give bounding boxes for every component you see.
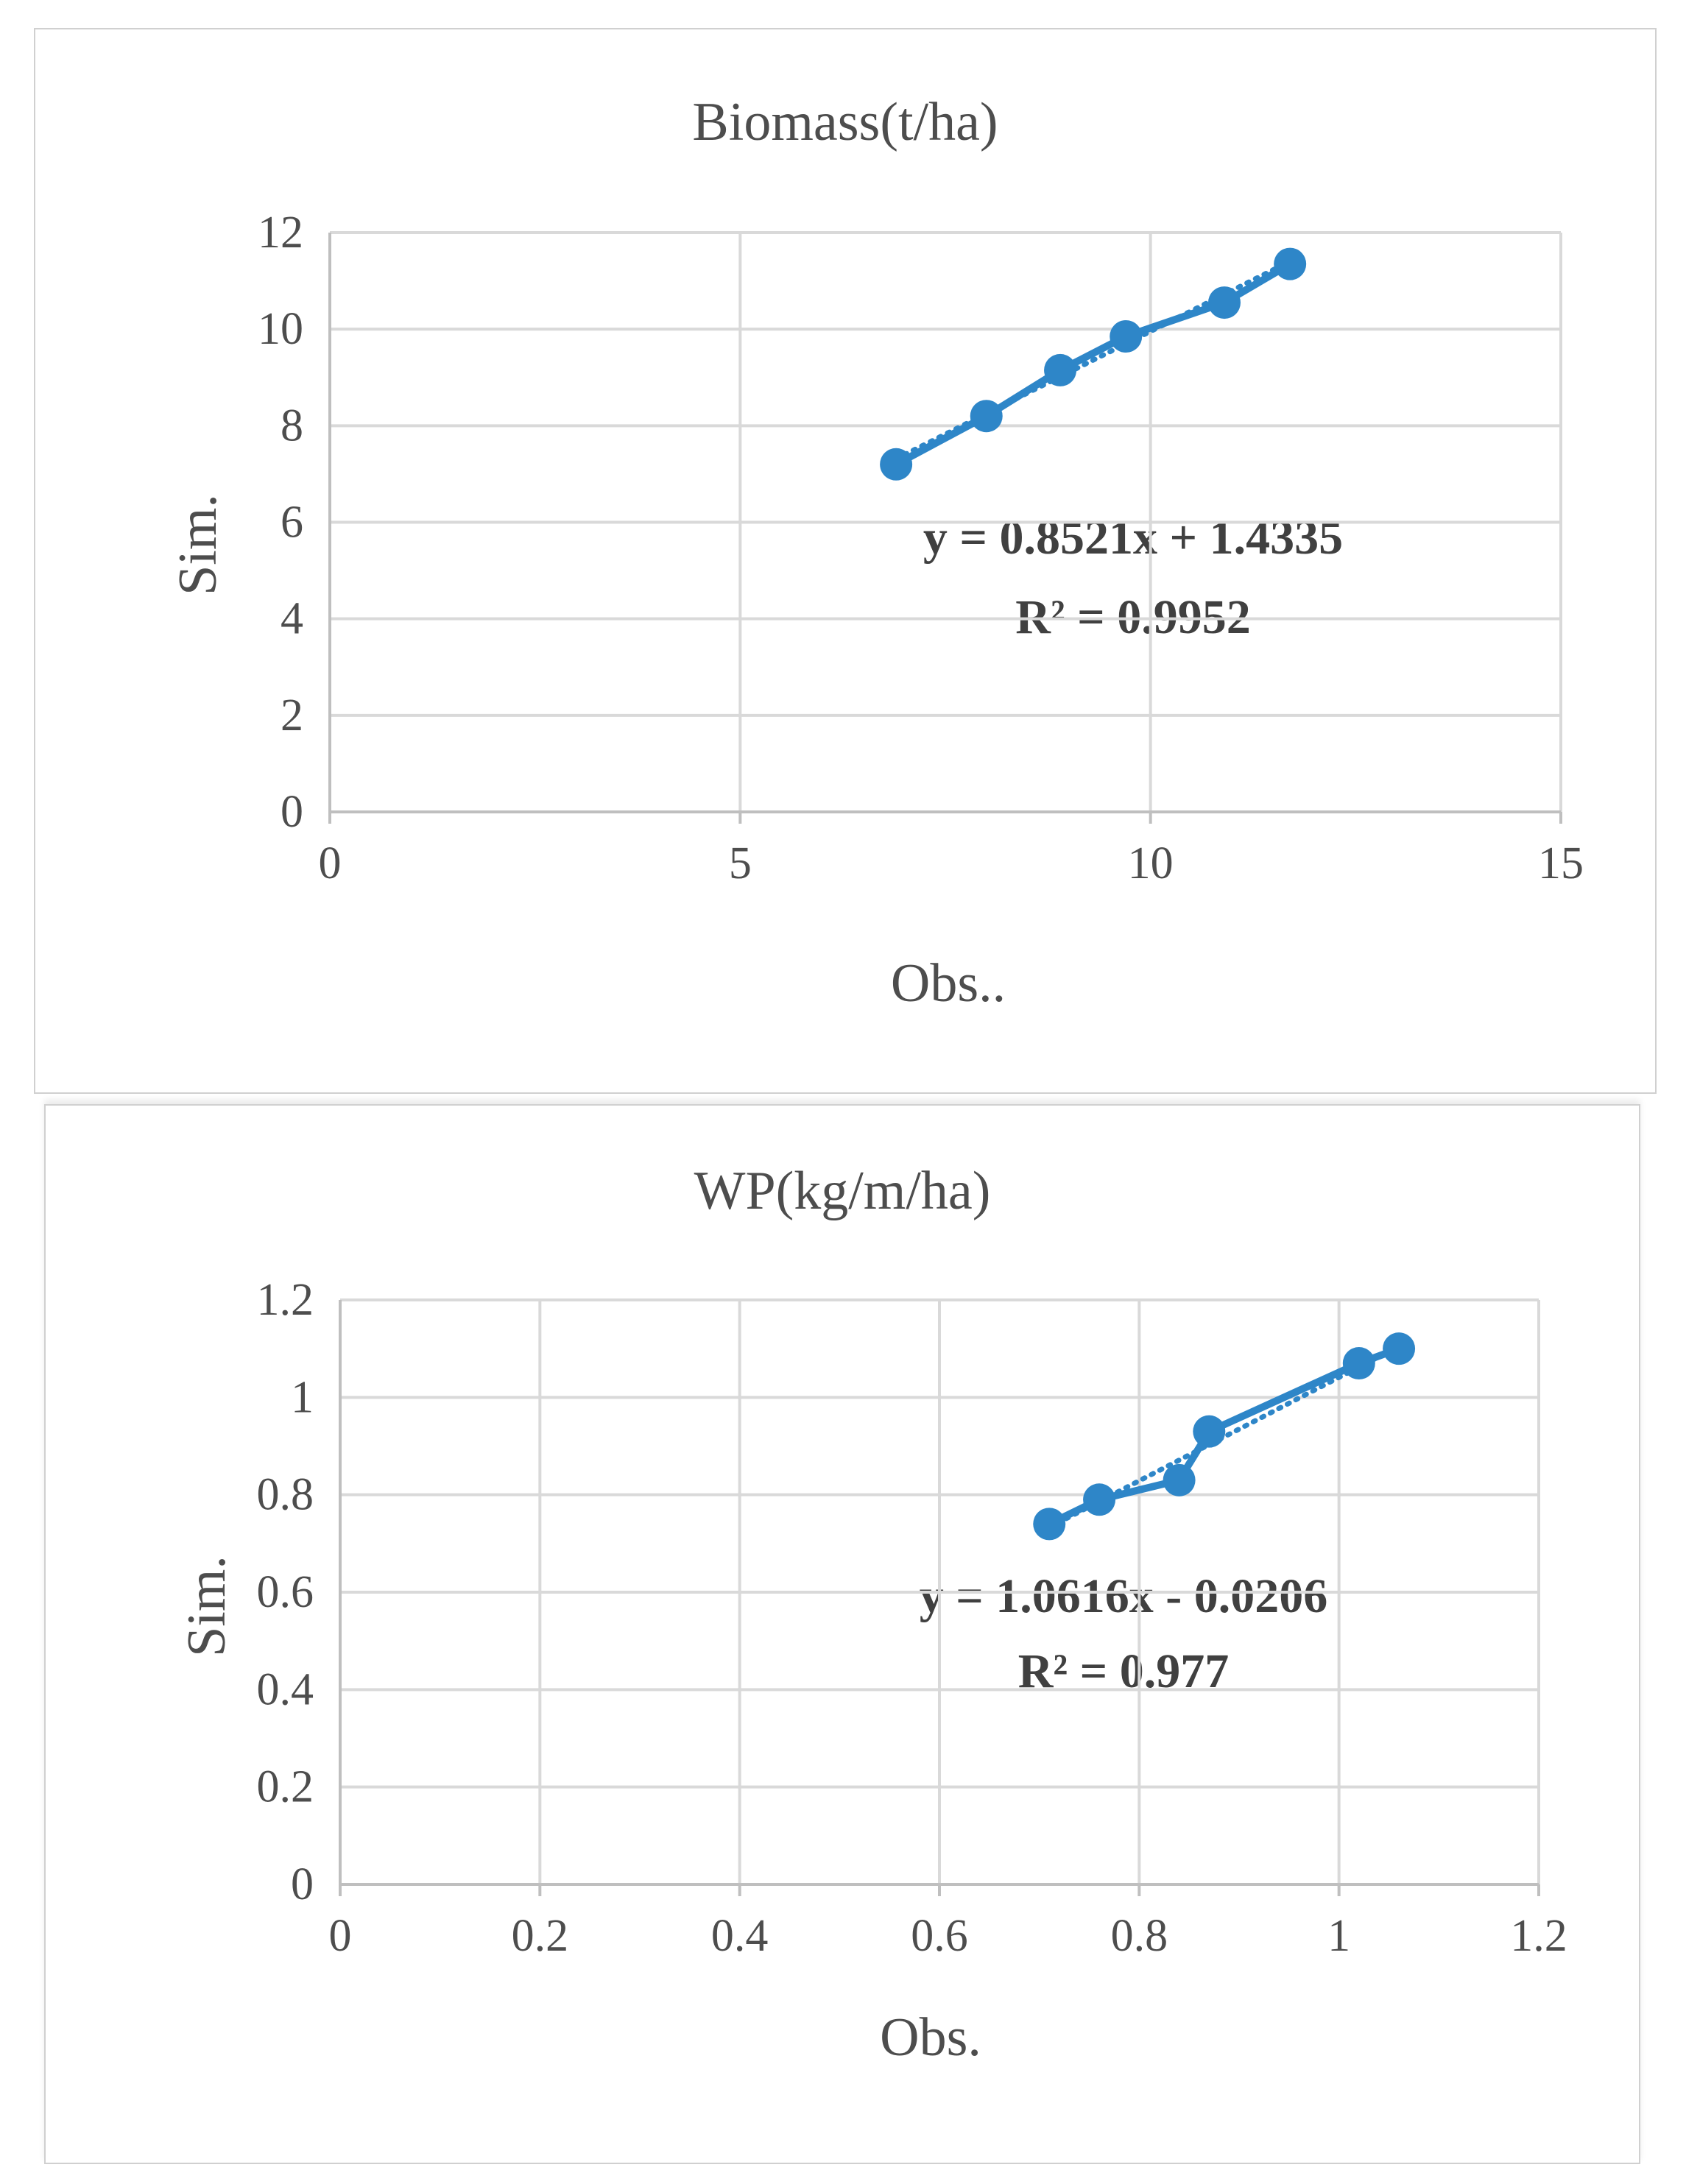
y-axis-title: Sim. [168,494,228,596]
x-tick-label: 0.4 [711,1911,769,1961]
data-point [1033,1508,1066,1541]
x-tick-label: 0 [329,1911,352,1961]
trendline-equation: y = 1.0616x - 0.0206 [920,1569,1328,1623]
data-point [1207,286,1241,319]
data-point [880,448,913,481]
plot-area: 0 2 4 6 8 10 12 0 5 10 15 [258,208,1584,888]
wp-chart: WP(kg/m/ha) Obs. Sim. y = 1.0616x - 0.02… [177,1161,1567,2068]
data-point [1383,1332,1416,1365]
r-squared-label: R² = 0.9952 [1015,590,1251,644]
y-tick-label: 4 [281,594,303,644]
y-tick-label: 1.2 [257,1275,314,1325]
x-tick-label: 0.2 [512,1911,569,1961]
x-tick-label: 1 [1327,1911,1350,1961]
x-tick-label: 0.8 [1111,1911,1168,1961]
y-tick-label: 0.6 [257,1567,314,1617]
data-point [1083,1483,1116,1516]
x-tick-label: 1.2 [1510,1911,1567,1961]
data-point [1342,1347,1375,1380]
y-tick-label: 0 [281,787,303,837]
x-tick-label: 0.6 [911,1911,968,1961]
x-axis-title: Obs.. [891,953,1006,1014]
y-tick-label: 0.8 [257,1470,314,1520]
data-point [1163,1463,1196,1496]
y-tick-label: 0 [291,1859,314,1909]
x-tick-label: 0 [319,838,342,888]
y-axis-title: Sim. [177,1555,237,1657]
chart-panel-biomass: Biomass(t/ha) Obs.. Sim. y = 0.8521x + 1… [34,28,1657,1094]
y-tick-label: 6 [281,498,303,548]
x-axis-title: Obs. [880,2007,981,2068]
chart-title: Biomass(t/ha) [692,92,998,152]
y-tick-label: 0.4 [257,1664,314,1714]
y-tick-label: 12 [258,208,303,258]
y-tick-label: 2 [281,690,303,741]
x-tick-label: 5 [729,838,752,888]
data-point [1193,1415,1226,1448]
y-tick-label: 8 [281,400,303,450]
data-point [970,400,1003,433]
y-tick-label: 10 [258,304,303,354]
trendline-equation: y = 0.8521x + 1.4335 [923,511,1343,565]
x-tick-label: 15 [1538,838,1584,888]
data-point [1044,353,1077,386]
chart-panel-wp: WP(kg/m/ha) Obs. Sim. y = 1.0616x - 0.02… [44,1104,1640,2164]
chart-title: WP(kg/m/ha) [694,1161,991,1221]
plot-area: 0 0.2 0.4 0.6 0.8 1 1.2 0 0.2 0.4 0.6 0.8 1 1.2 [257,1275,1567,1961]
y-tick-label: 1 [291,1372,314,1422]
y-tick-label: 0.2 [257,1762,314,1812]
data-point [1274,247,1307,280]
data-point [1110,320,1143,353]
biomass-chart: Biomass(t/ha) Obs.. Sim. y = 0.8521x + 1… [168,92,1584,1014]
x-tick-label: 10 [1128,838,1174,888]
